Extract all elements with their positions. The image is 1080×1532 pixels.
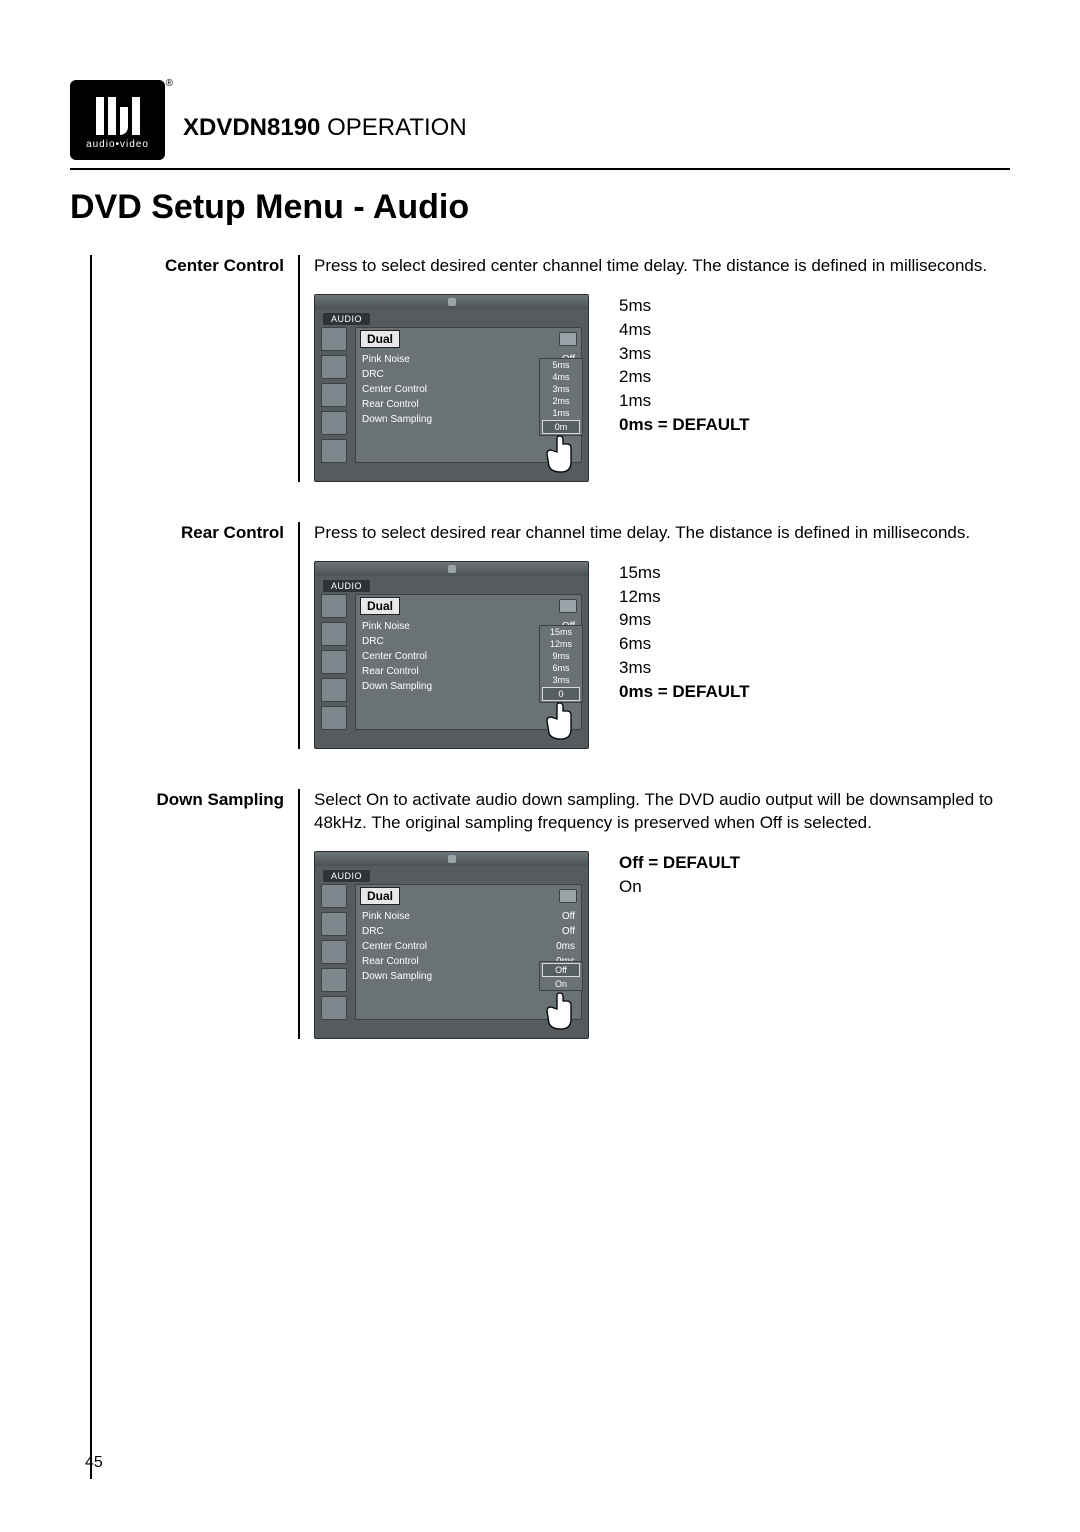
option-item: 3ms <box>619 656 750 680</box>
option-item: On <box>619 875 740 899</box>
ui-screenshot: AUDIO Dual <box>314 561 589 749</box>
option-list: Off = DEFAULT On <box>619 851 740 899</box>
option-item: 12ms <box>619 585 750 609</box>
brand-badge: Dual <box>360 597 400 615</box>
side-icon <box>321 884 347 908</box>
section-media: AUDIO Dual <box>314 851 1010 1039</box>
option-default: 0ms = DEFAULT <box>619 680 750 704</box>
ui-screenshot: AUDIO Dual <box>314 294 589 482</box>
section-body: Press to select desired rear channel tim… <box>300 522 1010 749</box>
section-rear-control: Rear Control Press to select desired rea… <box>92 522 1010 749</box>
option-default: Off = DEFAULT <box>619 851 740 875</box>
screenshot-main-panel: Dual Pink NoiseOff DRCOff Center Control… <box>355 594 582 730</box>
audio-tab: AUDIO <box>323 580 370 592</box>
side-icon <box>321 439 347 463</box>
option-item: 15ms <box>619 561 750 585</box>
section-body: Select On to activate audio down samplin… <box>300 789 1010 1039</box>
section-description: Select On to activate audio down samplin… <box>314 789 1010 835</box>
header-title-model: XDVDN8190 <box>183 114 320 141</box>
option-item: 6ms <box>619 632 750 656</box>
screenshot-sidebar <box>321 594 349 730</box>
logo-subtext: audio•video <box>86 139 149 150</box>
pointing-hand-icon <box>537 989 581 1033</box>
logo-bars-icon <box>96 90 140 135</box>
option-item: 2ms <box>619 365 750 389</box>
side-icon <box>321 706 347 730</box>
option-item: 9ms <box>619 608 750 632</box>
side-icon <box>321 650 347 674</box>
close-icon <box>559 332 577 346</box>
option-default: 0ms = DEFAULT <box>619 413 750 437</box>
page-header: ® audio•video XDVDN8190 OPERATION <box>70 80 1010 160</box>
side-icon <box>321 912 347 936</box>
section-media: AUDIO Dual <box>314 294 1010 482</box>
option-item: 5ms <box>619 294 750 318</box>
screenshot-sidebar <box>321 327 349 463</box>
option-item: 1ms <box>619 389 750 413</box>
ui-screenshot: AUDIO Dual <box>314 851 589 1039</box>
side-icon <box>321 678 347 702</box>
page-number: 45 <box>85 1454 103 1472</box>
pointing-hand-icon <box>537 432 581 476</box>
dropdown-popup: Off On <box>539 961 583 991</box>
side-icon <box>321 968 347 992</box>
pointing-hand-icon <box>537 699 581 743</box>
side-icon <box>321 940 347 964</box>
side-icon <box>321 996 347 1020</box>
screenshot-sidebar <box>321 884 349 1020</box>
dropdown-popup: 15ms 12ms 9ms 6ms 3ms 0 <box>539 625 583 703</box>
section-body: Press to select desired center channel t… <box>300 255 1010 482</box>
option-list: 5ms 4ms 3ms 2ms 1ms 0ms = DEFAULT <box>619 294 750 437</box>
audio-tab: AUDIO <box>323 313 370 325</box>
header-title: XDVDN8190 OPERATION <box>183 114 467 142</box>
screenshot-main-panel: Dual Pink NoiseOff DRCOff Center Control… <box>355 884 582 1020</box>
screenshot-titlebar <box>315 295 588 309</box>
side-icon <box>321 383 347 407</box>
option-item: 4ms <box>619 318 750 342</box>
section-down-sampling: Down Sampling Select On to activate audi… <box>92 789 1010 1039</box>
section-label: Down Sampling <box>92 789 300 1039</box>
option-item: 3ms <box>619 342 750 366</box>
content-column: Center Control Press to select desired c… <box>90 255 1010 1479</box>
side-icon <box>321 411 347 435</box>
option-list: 15ms 12ms 9ms 6ms 3ms 0ms = DEFAULT <box>619 561 750 704</box>
side-icon <box>321 327 347 351</box>
section-description: Press to select desired center channel t… <box>314 255 1010 278</box>
page: ® audio•video XDVDN8190 OPERATION DVD Se… <box>0 0 1080 1519</box>
screenshot-main-panel: Dual Pink NoiseOff DRCOff Center Control… <box>355 327 582 463</box>
section-label: Rear Control <box>92 522 300 749</box>
section-center-control: Center Control Press to select desired c… <box>92 255 1010 482</box>
section-media: AUDIO Dual <box>314 561 1010 749</box>
close-icon <box>559 889 577 903</box>
section-description: Press to select desired rear channel tim… <box>314 522 1010 545</box>
dropdown-popup: 5ms 4ms 3ms 2ms 1ms 0m <box>539 358 583 436</box>
side-icon <box>321 355 347 379</box>
side-icon <box>321 622 347 646</box>
screenshot-titlebar <box>315 562 588 576</box>
screenshot-titlebar <box>315 852 588 866</box>
page-title: DVD Setup Menu - Audio <box>70 188 1010 227</box>
header-rule <box>70 168 1010 170</box>
side-icon <box>321 594 347 618</box>
brand-badge: Dual <box>360 330 400 348</box>
brand-badge: Dual <box>360 887 400 905</box>
brand-logo: ® audio•video <box>70 80 165 160</box>
section-label: Center Control <box>92 255 300 482</box>
close-icon <box>559 599 577 613</box>
header-title-section: OPERATION <box>327 114 467 141</box>
audio-tab: AUDIO <box>323 870 370 882</box>
